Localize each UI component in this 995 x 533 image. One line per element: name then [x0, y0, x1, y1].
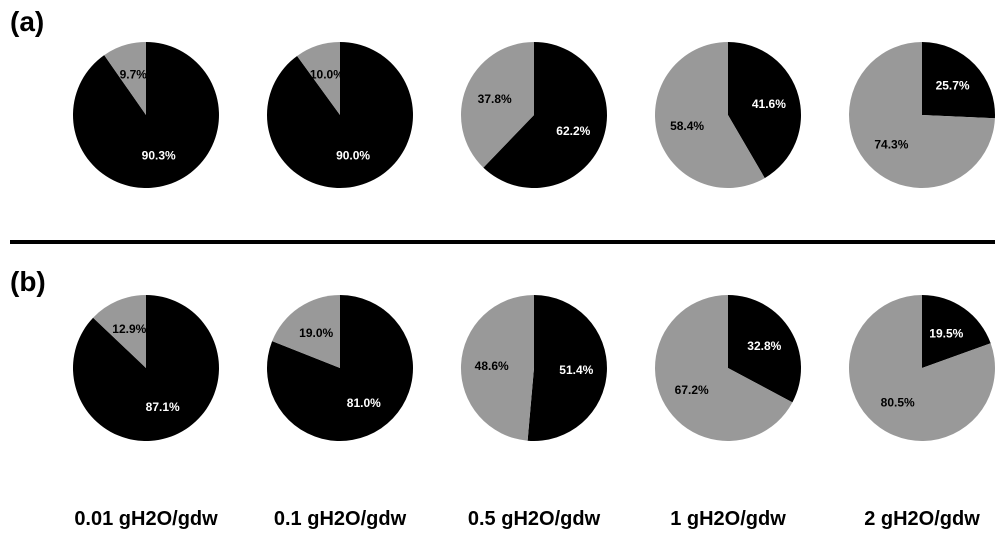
data-label-black: 25.7%: [936, 79, 970, 93]
pie-slice-gray: [849, 42, 995, 188]
pie-slice-black: [72, 42, 219, 188]
category-label-1: 0.01 gH2O/gdw: [74, 508, 218, 530]
pie-slice-gray: [93, 294, 146, 368]
pie-slice-gray: [460, 295, 534, 441]
pie-b-2: 81.0% 19.0%: [267, 295, 414, 441]
data-label-gray: 48.6%: [475, 359, 509, 373]
pie-slice-black: [728, 42, 802, 179]
pie-slice-black: [922, 295, 991, 368]
data-label-black: 90.3%: [142, 148, 176, 162]
pie-slice-black: [728, 295, 802, 403]
pie-b-5: 19.5% 80.5%: [848, 295, 995, 441]
category-label-4: 1 gH2O/gdw: [670, 508, 786, 530]
data-label-black: 51.4%: [559, 363, 593, 377]
data-label-black: 32.8%: [747, 339, 781, 353]
pie-slice-gray: [655, 295, 793, 442]
pie-slice-gray: [848, 295, 995, 441]
pie-slice-gray: [655, 42, 765, 188]
data-label-gray: 9.7%: [120, 68, 148, 82]
data-label-gray: 19.0%: [299, 326, 333, 340]
pie-slice-gray: [272, 295, 340, 368]
panel-label-a: (a): [10, 6, 45, 37]
data-label-gray: 37.8%: [478, 92, 512, 106]
pie-a-4: 41.6% 58.4%: [655, 42, 802, 188]
pie-a-5: 25.7% 74.3%: [849, 42, 995, 188]
panel-label-b: (b): [10, 266, 46, 297]
data-label-black: 81.0%: [347, 396, 381, 410]
data-label-black: 62.2%: [556, 124, 590, 138]
pie-slice-gray: [297, 42, 340, 115]
data-label-black: 19.5%: [929, 326, 963, 340]
pie-a-1: 90.3% 9.7%: [72, 41, 219, 188]
pie-slice-black: [527, 295, 607, 441]
category-label-3: 0.5 gH2O/gdw: [467, 508, 601, 530]
data-label-gray: 67.2%: [675, 383, 709, 397]
pie-slice-black: [922, 42, 995, 119]
pie-b-3: 51.4% 48.6%: [460, 295, 607, 441]
pie-slice-gray: [460, 41, 534, 168]
category-label-2: 0.1 gH2O/gdw: [273, 508, 407, 530]
data-label-black: 90.0%: [336, 148, 370, 162]
pie-slice-black: [483, 42, 607, 188]
data-label-black: 41.6%: [752, 97, 786, 111]
category-label-5: 2 gH2O/gdw: [864, 508, 980, 530]
pie-slice-black: [266, 42, 413, 189]
data-label-gray: 80.5%: [881, 396, 915, 410]
pie-slice-gray: [104, 41, 146, 115]
panel-divider: [10, 240, 995, 244]
data-label-gray: 12.9%: [112, 322, 146, 336]
pie-slice-black: [267, 295, 414, 441]
data-label-gray: 58.4%: [670, 119, 704, 133]
pie-a-3: 62.2% 37.8%: [460, 41, 607, 188]
data-label-black: 87.1%: [146, 400, 180, 414]
pie-a-2: 90.0% 10.0%: [266, 42, 413, 189]
data-label-gray: 74.3%: [874, 137, 908, 151]
pie-slice-black: [72, 295, 219, 441]
data-label-gray: 10.0%: [310, 68, 344, 82]
pie-b-1: 87.1% 12.9%: [72, 294, 219, 441]
pie-b-4: 32.8% 67.2%: [655, 295, 802, 442]
